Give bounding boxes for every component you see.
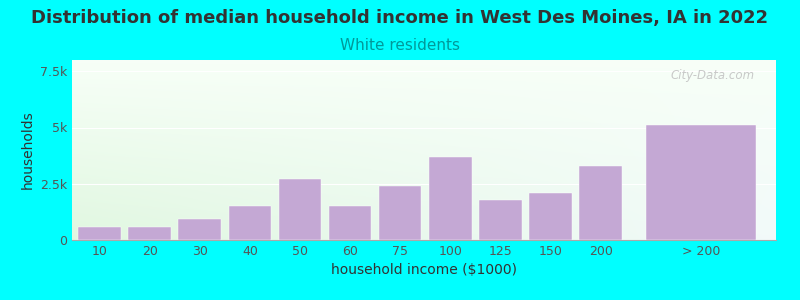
Bar [229,206,271,240]
Text: City-Data.com: City-Data.com [670,69,755,82]
Text: White residents: White residents [340,38,460,52]
Bar [278,179,322,240]
Y-axis label: households: households [20,111,34,189]
Bar [178,219,221,240]
Bar [646,125,756,240]
Bar [379,186,422,240]
Bar [530,193,572,240]
Bar [128,227,171,240]
X-axis label: household income ($1000): household income ($1000) [331,263,517,278]
Bar [429,157,472,240]
Bar [579,166,622,240]
Text: Distribution of median household income in West Des Moines, IA in 2022: Distribution of median household income … [31,9,769,27]
Bar [78,227,121,240]
Bar [479,200,522,240]
Bar [329,206,371,240]
